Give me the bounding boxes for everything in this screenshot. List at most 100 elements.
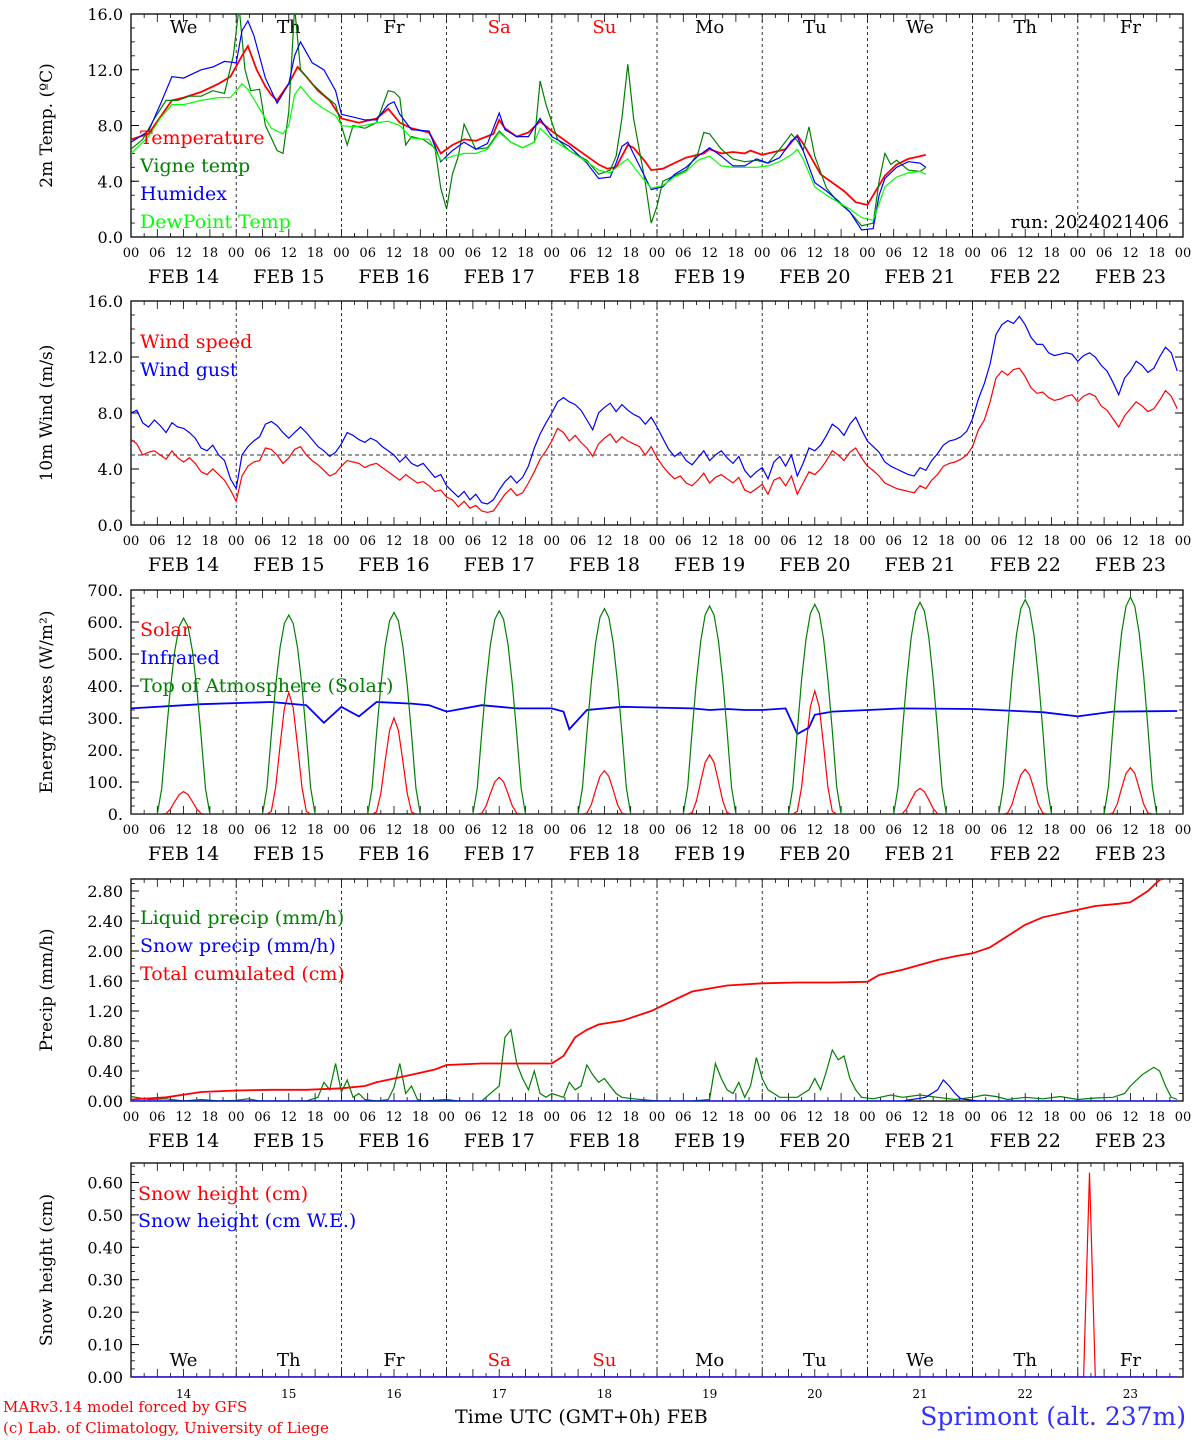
legend-entry: Solar: [140, 619, 192, 641]
hour-tick-label: 18: [202, 823, 219, 838]
series-line-snow-precip-mm-h: [131, 1079, 1178, 1101]
y-tick-label: 0.: [108, 805, 123, 824]
weekday-label: Th: [1013, 17, 1037, 38]
y-tick-label: 2.80: [87, 882, 123, 901]
y-tick-label: 0.00: [87, 1092, 123, 1111]
date-label: 17: [492, 1387, 507, 1401]
hour-tick-label: 12: [807, 534, 824, 549]
date-label: FEB 22: [990, 554, 1061, 576]
hour-tick-label: 18: [728, 823, 745, 838]
date-label: FEB 20: [779, 554, 850, 576]
hour-tick-label: 12: [175, 534, 192, 549]
hour-tick-label: 06: [1096, 534, 1113, 549]
hour-tick-label: 00: [228, 823, 245, 838]
model-credit: MARv3.14 model forced by GFS: [3, 1398, 248, 1416]
hour-tick-label: 12: [701, 1110, 718, 1125]
hour-tick-label: 18: [728, 534, 745, 549]
hour-tick-label: 06: [1096, 823, 1113, 838]
hour-tick-label: 12: [1017, 1110, 1034, 1125]
hour-tick-label: 06: [675, 823, 692, 838]
date-label: FEB 17: [464, 1130, 535, 1152]
date-label: FEB 15: [253, 843, 324, 865]
hour-tick-label: 00: [649, 246, 666, 261]
hour-tick-label: 18: [1148, 534, 1165, 549]
hour-tick-label: 18: [307, 534, 324, 549]
hour-tick-label: 06: [570, 534, 587, 549]
hour-tick-label: 06: [359, 246, 376, 261]
hour-tick-label: 12: [491, 823, 508, 838]
hour-tick-label: 00: [754, 1110, 771, 1125]
y-tick-label: 300.: [87, 709, 123, 728]
hour-tick-label: 12: [1017, 534, 1034, 549]
hour-tick-label: 00: [544, 1110, 561, 1125]
date-label: FEB 20: [779, 843, 850, 865]
hour-tick-label: 12: [491, 1110, 508, 1125]
hour-tick-label: 12: [912, 534, 929, 549]
weekday-label: Sa: [488, 17, 511, 38]
hour-tick-label: 00: [438, 1110, 455, 1125]
hour-tick-label: 00: [544, 534, 561, 549]
y-tick-label: 8.0: [98, 117, 123, 136]
hour-tick-label: 06: [885, 534, 902, 549]
hour-tick-label: 06: [359, 823, 376, 838]
hour-tick-label: 00: [964, 534, 981, 549]
series-line-top-of-atmosphere-solar: [131, 595, 1183, 814]
hour-tick-label: 12: [1122, 1110, 1139, 1125]
hour-tick-label: 18: [622, 246, 639, 261]
legend-entry: Wind gust: [140, 359, 238, 381]
date-label: FEB 15: [253, 1130, 324, 1152]
hour-tick-label: 00: [228, 534, 245, 549]
date-label: FEB 15: [253, 266, 324, 288]
y-tick-label: 700.: [87, 581, 123, 600]
date-label: FEB 15: [253, 554, 324, 576]
y-tick-label: 0.20: [87, 1303, 123, 1322]
date-label: 23: [1123, 1387, 1138, 1401]
hour-tick-label: 06: [885, 1110, 902, 1125]
date-label: FEB 19: [674, 1130, 745, 1152]
hour-tick-label: 00: [1175, 246, 1192, 261]
y-tick-label: 400.: [87, 677, 123, 696]
hour-tick-label: 12: [807, 823, 824, 838]
weekday-label: Fr: [1120, 17, 1141, 38]
hour-tick-label: 18: [517, 1110, 534, 1125]
hour-tick-label: 12: [281, 1110, 298, 1125]
legend-entry: Wind speed: [140, 331, 252, 353]
legend-entry: Humidex: [140, 183, 227, 205]
hour-tick-label: 00: [544, 246, 561, 261]
date-label: FEB 22: [990, 1130, 1061, 1152]
weekday-label: Su: [592, 1350, 616, 1371]
hour-tick-label: 00: [228, 246, 245, 261]
y-axis-label: Snow height (cm): [37, 1194, 57, 1346]
hour-tick-label: 18: [833, 534, 850, 549]
hour-tick-label: 00: [438, 823, 455, 838]
hour-tick-label: 18: [412, 1110, 429, 1125]
hour-tick-label: 18: [622, 534, 639, 549]
chart-panel-wind: 0.0 4.0 8.0 12.0 16.0 10m Wind (m/s) 00 06 12 18 F…: [37, 292, 1191, 576]
hour-tick-label: 18: [517, 823, 534, 838]
hour-tick-label: 18: [622, 1110, 639, 1125]
hour-tick-label: 12: [701, 823, 718, 838]
date-label: FEB 16: [358, 843, 429, 865]
y-tick-label: 0.80: [87, 1032, 123, 1051]
hour-tick-label: 18: [517, 534, 534, 549]
legend-entry: Temperature: [140, 127, 264, 149]
legend-entry: DewPoint Temp: [140, 211, 291, 233]
hour-tick-label: 12: [386, 534, 403, 549]
hour-tick-label: 06: [991, 1110, 1008, 1125]
hour-tick-label: 00: [333, 1110, 350, 1125]
hour-tick-label: 06: [675, 534, 692, 549]
lab-credit: (c) Lab. of Climatology, University of L…: [3, 1419, 329, 1437]
y-tick-label: 0.0: [98, 228, 123, 247]
date-label: FEB 18: [569, 1130, 640, 1152]
y-tick-label: 0.40: [87, 1062, 123, 1081]
hour-tick-label: 18: [517, 246, 534, 261]
hour-tick-label: 00: [754, 246, 771, 261]
legend-entry: Snow precip (mm/h): [140, 935, 336, 957]
date-label: FEB 21: [884, 843, 955, 865]
date-label: FEB 14: [148, 554, 219, 576]
legend-entry: Total cumulated (cm): [140, 963, 345, 985]
legend-entry: Top of Atmosphere (Solar): [140, 675, 393, 697]
hour-tick-label: 18: [833, 823, 850, 838]
y-tick-label: 12.0: [87, 348, 123, 367]
date-label: FEB 21: [884, 266, 955, 288]
